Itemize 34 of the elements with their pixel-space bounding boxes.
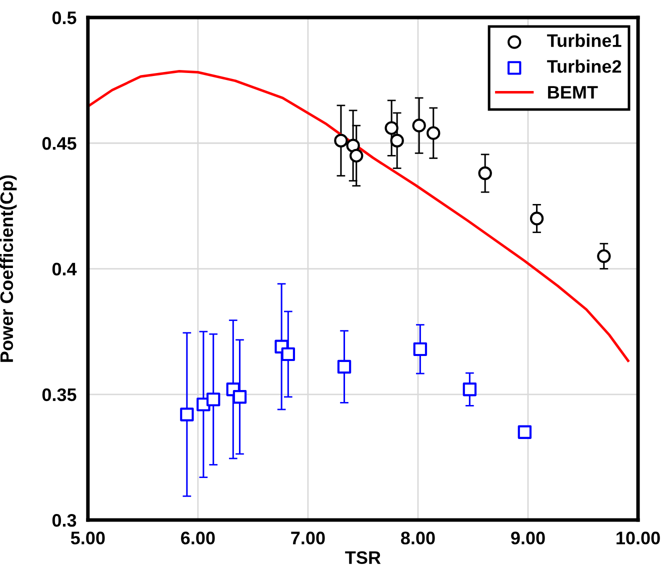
y-tick-label: 0.45 — [42, 137, 76, 150]
x-axis-title: TSR — [345, 551, 381, 564]
legend-label: Turbine2 — [547, 60, 622, 73]
point — [530, 212, 544, 226]
y-axis-title: Power Coefficient(Cp) — [0, 175, 17, 362]
x-tick-label: 9.00 — [511, 532, 545, 544]
y-tick-label: 0.4 — [52, 262, 77, 276]
point — [597, 249, 611, 264]
point — [390, 134, 404, 148]
point — [350, 148, 364, 163]
y-tick-label: 0.35 — [42, 388, 76, 402]
point — [412, 118, 426, 132]
point — [337, 360, 352, 374]
point — [384, 121, 398, 135]
point — [180, 408, 194, 422]
point — [426, 126, 440, 140]
point — [232, 390, 247, 404]
legend-label: Turbine1 — [547, 34, 622, 47]
x-tick-label: 8.00 — [400, 532, 435, 544]
x-tick-label: 5.00 — [70, 532, 105, 544]
point — [462, 382, 477, 396]
point — [281, 347, 296, 362]
point — [334, 134, 348, 148]
y-tick-label: 0.5 — [52, 11, 76, 24]
point — [413, 342, 428, 356]
point — [518, 425, 532, 439]
x-tick-label: 10.00 — [616, 532, 660, 544]
point — [206, 392, 220, 406]
point — [478, 166, 492, 180]
legend-label: BEMT — [548, 86, 598, 99]
point — [346, 138, 360, 152]
y-tick-label: 0.3 — [52, 514, 76, 527]
x-tick-label: 6.00 — [181, 532, 215, 544]
x-tick-label: 7.00 — [291, 532, 325, 544]
